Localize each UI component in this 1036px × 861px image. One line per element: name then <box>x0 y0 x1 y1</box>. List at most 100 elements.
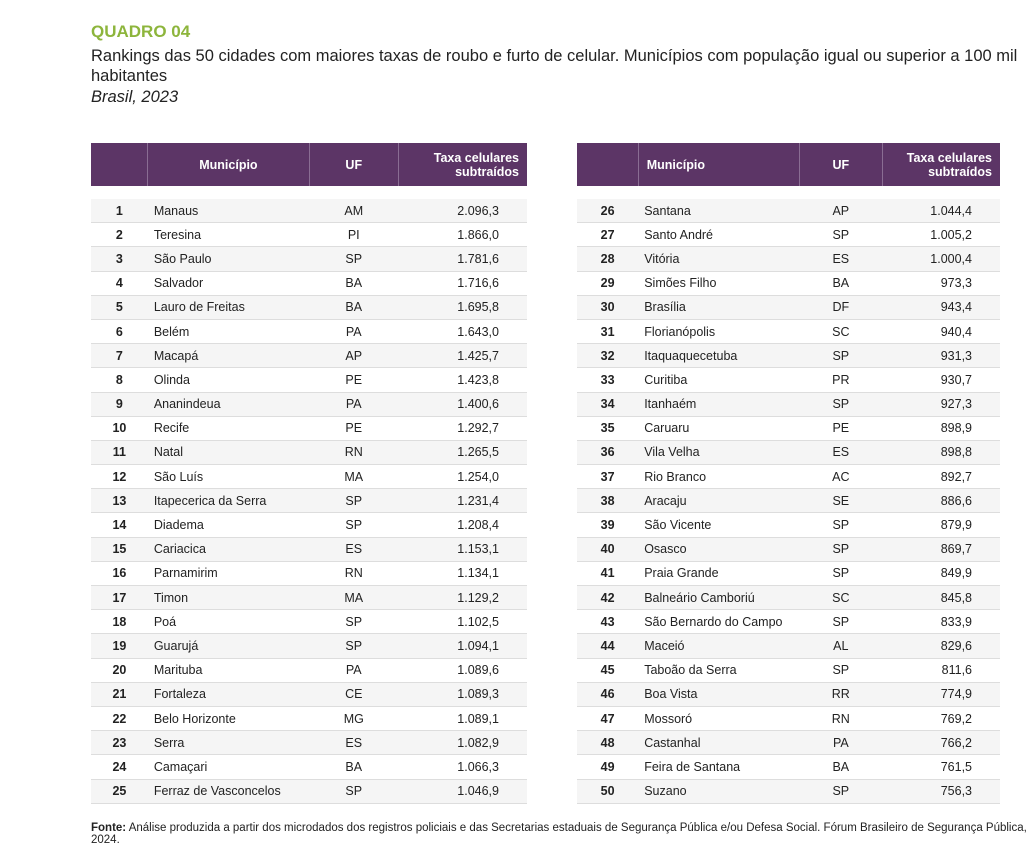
row: 27 Santo André SP 1.005,2 <box>577 222 1000 248</box>
cell: Recife <box>147 416 309 441</box>
cell: 849,9 <box>882 561 1000 587</box>
cell: SP <box>309 246 399 272</box>
row: 7 Macapá AP 1.425,7 <box>91 343 527 369</box>
cell: 774,9 <box>882 682 1000 707</box>
cell: 26 <box>577 199 639 224</box>
cell: 892,7 <box>882 464 1000 490</box>
cell: Ananindeua <box>147 392 309 417</box>
cell: Belém <box>147 319 309 345</box>
cell: AP <box>799 199 883 224</box>
row: 28 Vitória ES 1.000,4 <box>577 246 1000 272</box>
cell: 29 <box>577 271 639 296</box>
cell: Olinda <box>147 367 309 393</box>
cell: 20 <box>91 658 148 683</box>
cell: 22 <box>91 706 148 732</box>
ranking-table: Município UF Taxa celulares subtraídos 1 Man… <box>91 143 527 804</box>
cell: 1.254,0 <box>398 464 527 490</box>
cell: PA <box>309 319 399 345</box>
row: 44 Maceió AL 829,6 <box>577 633 1000 659</box>
label: QUADRO 04 <box>91 22 191 41</box>
cell: SP <box>799 343 883 369</box>
header-row: Município UF Taxa celulares subtraídos <box>91 143 527 186</box>
cell: Lauro de Freitas <box>147 295 309 320</box>
cell: Rio Branco <box>638 464 800 490</box>
cell: 49 <box>577 754 639 780</box>
cell: Maceió <box>638 633 800 659</box>
cell: 41 <box>577 561 639 587</box>
cell: 31 <box>577 319 639 345</box>
row: 6 Belém PA 1.643,0 <box>91 319 527 345</box>
cell: MA <box>309 464 399 490</box>
cell: 7 <box>91 343 148 369</box>
cell: 15 <box>91 537 148 562</box>
cell: ES <box>309 730 399 756</box>
row: 34 Itanhaém SP 927,3 <box>577 392 1000 417</box>
cell: 943,4 <box>882 295 1000 320</box>
cell: ES <box>799 246 883 272</box>
cell: 1.716,6 <box>398 271 527 296</box>
cell: Macapá <box>147 343 309 369</box>
cell: Simões Filho <box>638 271 800 296</box>
cell: CE <box>309 682 399 707</box>
cell: 8 <box>91 367 148 393</box>
cell: RN <box>309 440 399 466</box>
cell: 44 <box>577 633 639 659</box>
cell: Itanhaém <box>638 392 800 417</box>
row: 46 Boa Vista RR 774,9 <box>577 682 1000 707</box>
cell: 18 <box>91 609 148 635</box>
cell: 2 <box>91 222 148 248</box>
cell: DF <box>799 295 883 320</box>
cell: SP <box>799 609 883 635</box>
cell: 1.781,6 <box>398 246 527 272</box>
row: 25 Ferraz de Vasconcelos SP 1.046,9 <box>91 779 527 804</box>
spacer <box>577 186 1000 199</box>
row: 18 Poá SP 1.102,5 <box>91 609 527 635</box>
table-head: Município UF Taxa celulares subtraídos <box>91 143 527 186</box>
cell: Fortaleza <box>147 682 309 707</box>
cell: 1.134,1 <box>398 561 527 587</box>
cell: SP <box>309 633 399 659</box>
cell: BA <box>309 295 399 320</box>
table-head: Município UF Taxa celulares subtraídos <box>577 143 1000 186</box>
cell: PA <box>309 658 399 683</box>
cell: Mossoró <box>638 706 800 732</box>
cell: 1.082,9 <box>398 730 527 756</box>
cell: 40 <box>577 537 639 562</box>
cell: 17 <box>91 585 148 611</box>
cell: 931,3 <box>882 343 1000 369</box>
cell: Florianópolis <box>638 319 800 345</box>
row: 9 Ananindeua PA 1.400,6 <box>91 392 527 417</box>
cell: AP <box>309 343 399 369</box>
cell: 811,6 <box>882 658 1000 683</box>
cell: BA <box>309 271 399 296</box>
cell: 829,6 <box>882 633 1000 659</box>
cell: Feira de Santana <box>638 754 800 780</box>
cell: 930,7 <box>882 367 1000 393</box>
cell: 761,5 <box>882 754 1000 780</box>
row: 16 Parnamirim RN 1.134,1 <box>91 561 527 587</box>
row: 32 Itaquaquecetuba SP 931,3 <box>577 343 1000 369</box>
cell: Teresina <box>147 222 309 248</box>
row: 43 São Bernardo do Campo SP 833,9 <box>577 609 1000 635</box>
cell: 1.046,9 <box>398 779 527 804</box>
row: 49 Feira de Santana BA 761,5 <box>577 754 1000 780</box>
row: 35 Caruaru PE 898,9 <box>577 416 1000 441</box>
cell: 1.066,3 <box>398 754 527 780</box>
cell: 34 <box>577 392 639 417</box>
table-body: 26 Santana AP 1.044,4 27 Santo André SP 1.005,2… <box>577 186 1000 804</box>
cell: Natal <box>147 440 309 466</box>
cell: 886,6 <box>882 488 1000 514</box>
cell: 25 <box>91 779 148 804</box>
header-row: Município UF Taxa celulares subtraídos <box>577 143 1000 186</box>
cell: BA <box>799 271 883 296</box>
cell: 1.265,5 <box>398 440 527 466</box>
cell: 16 <box>91 561 148 587</box>
header-cell: Taxa celulares subtraídos <box>398 143 527 186</box>
cell: 33 <box>577 367 639 393</box>
cell: Santana <box>638 199 800 224</box>
cell: Brasília <box>638 295 800 320</box>
cell: 1.643,0 <box>398 319 527 345</box>
header-cell: Taxa celulares subtraídos <box>881 143 1000 186</box>
cell: 869,7 <box>882 537 1000 562</box>
